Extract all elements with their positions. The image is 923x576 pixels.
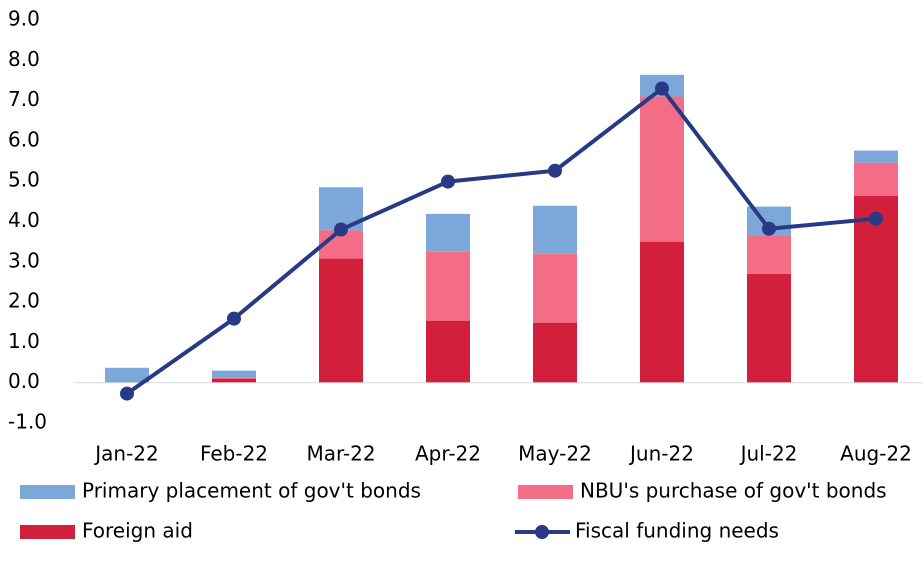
bar-segment [640, 241, 684, 383]
bar-segment [533, 205, 577, 254]
line-point [334, 222, 348, 237]
x-tick-label: Feb-22 [200, 442, 268, 466]
line-point [441, 174, 455, 189]
line-series [125, 85, 877, 396]
line-point [869, 211, 883, 226]
bar-segment [533, 322, 577, 383]
y-tick-label: 6.0 [8, 127, 40, 151]
y-tick-label: 2.0 [8, 289, 40, 313]
y-tick-label: 5.0 [8, 168, 40, 192]
bar-segment [212, 377, 256, 379]
legend-label: Primary placement of gov't bonds [82, 479, 421, 503]
y-tick-label: 3.0 [8, 248, 40, 272]
x-tick-label: Jun-22 [628, 442, 694, 466]
bar-segment [854, 150, 898, 163]
y-tick-label: 1.0 [8, 329, 40, 353]
bar-segment [854, 162, 898, 196]
line-point [227, 311, 241, 326]
bar-segment [212, 370, 256, 378]
x-tick-label: May-22 [518, 442, 592, 466]
legend-label: Foreign aid [82, 519, 193, 543]
bar-segment [533, 253, 577, 323]
line-point [655, 81, 669, 96]
bar-segment [854, 195, 898, 383]
x-tick-label: Aug-22 [840, 442, 912, 466]
bar-segment [426, 320, 470, 383]
legend-marker [535, 525, 549, 539]
y-tick-label: 7.0 [8, 87, 40, 111]
bar-segment [105, 367, 149, 383]
y-tick-label: 4.0 [8, 208, 40, 232]
bar-segment [212, 378, 256, 383]
bar-segment [640, 96, 684, 242]
legend-swatch [518, 485, 573, 499]
y-tick-label: -1.0 [8, 410, 47, 434]
x-tick-label: Apr-22 [415, 442, 481, 466]
bar-segment [426, 251, 470, 321]
bar-segment [319, 258, 363, 383]
line-point [548, 163, 562, 178]
bar-segment [747, 273, 791, 383]
bar-segment [426, 213, 470, 252]
line-point [120, 386, 134, 401]
x-tick-label: Jan-22 [93, 442, 159, 466]
y-tick-label: 9.0 [8, 7, 40, 31]
y-tick-label: 8.0 [8, 47, 40, 71]
y-tick-label: 0.0 [8, 369, 40, 393]
bar-segment [747, 235, 791, 274]
legend-swatch [20, 525, 75, 539]
legend-label: NBU's purchase of gov't bonds [580, 479, 887, 503]
legend-swatch [20, 485, 75, 499]
line-point [762, 221, 776, 236]
x-tick-label: Jul-22 [739, 442, 798, 466]
x-tick-label: Mar-22 [306, 442, 375, 466]
legend-label: Fiscal funding needs [575, 519, 779, 543]
